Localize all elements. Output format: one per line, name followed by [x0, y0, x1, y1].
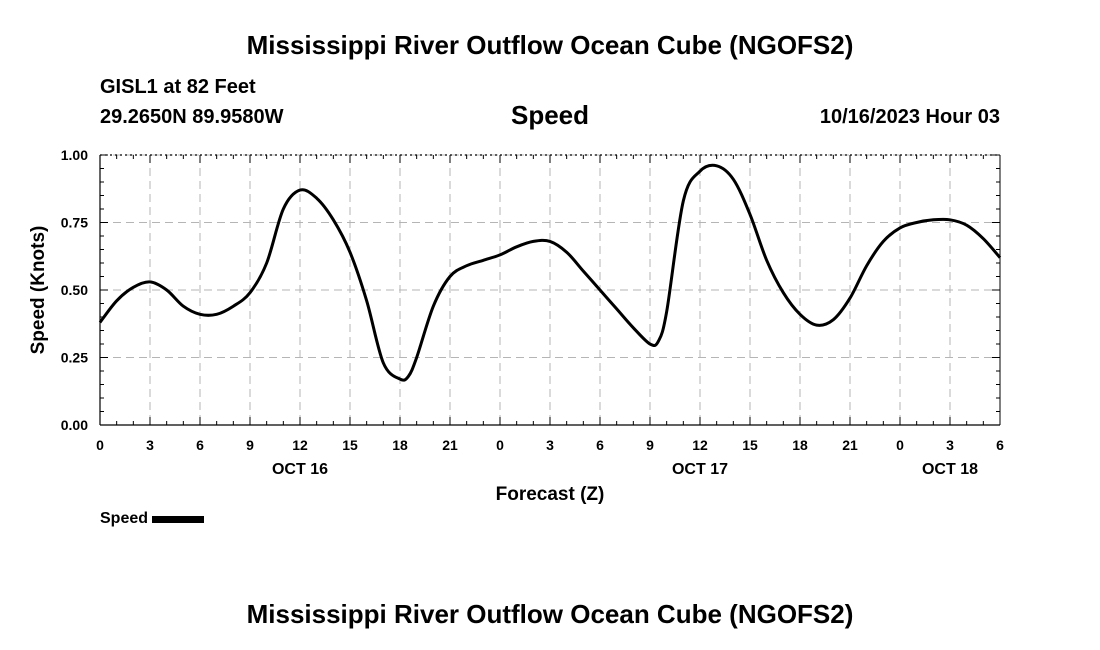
legend-swatch	[152, 515, 205, 523]
page-title: Mississippi River Outflow Ocean Cube (NG…	[246, 30, 854, 60]
y-tick-label: 0.00	[61, 417, 88, 433]
x-tick-label: 9	[246, 437, 254, 453]
x-tick-label: 12	[692, 437, 708, 453]
date-label: OCT 17	[672, 461, 728, 478]
x-tick-label: 15	[342, 437, 358, 453]
x-tick-label: 0	[96, 437, 104, 453]
x-tick-label: 15	[742, 437, 758, 453]
y-tick-label: 0.75	[61, 215, 88, 231]
x-tick-label: 3	[946, 437, 954, 453]
x-tick-label: 21	[442, 437, 458, 453]
station-coordinates: 29.2650N 89.9580W	[100, 106, 284, 128]
series-line-speed	[98, 163, 1002, 382]
x-tick-label: 9	[646, 437, 654, 453]
x-tick-label: 6	[596, 437, 604, 453]
x-tick-label: 3	[546, 437, 554, 453]
y-tick-label: 0.25	[61, 350, 88, 366]
y-tick-label: 0.50	[61, 282, 88, 298]
chart-title: Speed	[510, 100, 590, 130]
x-tick-label: 6	[196, 437, 204, 453]
x-axis-label: Forecast (Z)	[496, 484, 605, 505]
x-tick-label: 12	[292, 437, 308, 453]
legend: Speed	[100, 510, 205, 528]
forecast-timestamp: 10/16/2023 Hour 03	[819, 106, 1000, 128]
x-tick-label: 3	[146, 437, 154, 453]
x-tick-label: 21	[842, 437, 858, 453]
x-tick-label: 6	[996, 437, 1004, 453]
x-tick-label: 0	[496, 437, 504, 453]
date-label: OCT 16	[272, 461, 328, 478]
legend-label: Speed	[100, 510, 149, 527]
x-tick-label: 18	[792, 437, 808, 453]
y-axis-label: Speed (Knots)	[28, 226, 49, 355]
station-label: GISL1 at 82 Feet	[100, 76, 256, 98]
x-tick-label: 0	[896, 437, 904, 453]
footer-title: Mississippi River Outflow Ocean Cube (NG…	[246, 599, 854, 629]
date-label: OCT 18	[922, 461, 978, 478]
x-tick-label: 18	[392, 437, 408, 453]
y-tick-label: 1.00	[61, 147, 88, 163]
